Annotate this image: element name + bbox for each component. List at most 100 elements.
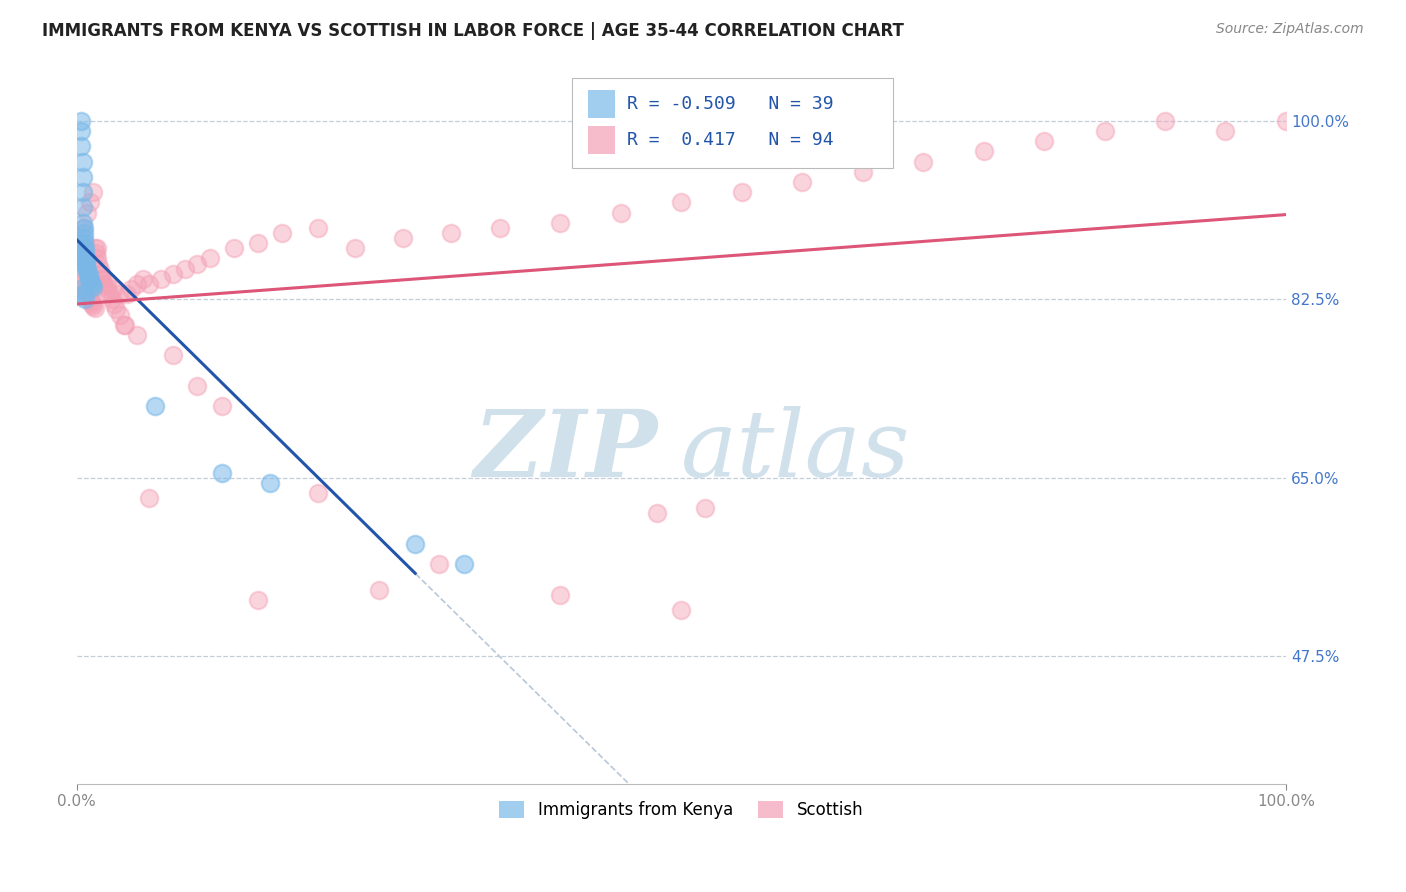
Point [645, 507, 668, 521]
Point [731, 185, 754, 199]
Point [392, 231, 415, 245]
Point [73, 272, 96, 286]
Point [72, 216, 94, 230]
Point [108, 308, 131, 322]
Point [73, 236, 96, 251]
Point [671, 195, 693, 210]
Point [83, 241, 105, 255]
Point [83, 301, 105, 316]
Point [125, 328, 148, 343]
Point [695, 501, 717, 516]
Text: IMMIGRANTS FROM KENYA VS SCOTTISH IN LABOR FORCE | AGE 35-44 CORRELATION CHART: IMMIGRANTS FROM KENYA VS SCOTTISH IN LAB… [42, 22, 904, 40]
Point [453, 558, 475, 572]
Point [120, 282, 142, 296]
Point [73, 256, 96, 270]
Point [72, 220, 94, 235]
FancyBboxPatch shape [572, 78, 893, 169]
Point [77, 267, 100, 281]
Point [77, 272, 100, 286]
Point [73, 267, 96, 281]
Point [162, 267, 184, 281]
Text: R = -0.509   N = 39: R = -0.509 N = 39 [627, 95, 834, 112]
Point [73, 226, 96, 240]
Point [73, 220, 96, 235]
Point [77, 269, 100, 284]
Point [72, 287, 94, 301]
Point [75, 282, 97, 296]
Point [1275, 113, 1298, 128]
Point [112, 318, 135, 332]
Point [1154, 113, 1177, 128]
Point [89, 261, 111, 276]
Point [80, 293, 103, 308]
FancyBboxPatch shape [588, 90, 614, 118]
Point [76, 265, 98, 279]
Point [246, 593, 269, 607]
Point [550, 216, 572, 230]
Point [174, 261, 197, 276]
Point [86, 252, 108, 266]
Point [117, 287, 139, 301]
Point [108, 287, 131, 301]
Point [73, 231, 96, 245]
Point [91, 277, 114, 291]
Point [75, 259, 97, 273]
Point [150, 272, 173, 286]
Point [76, 282, 98, 296]
Point [186, 379, 208, 393]
Point [72, 246, 94, 260]
Point [69, 236, 91, 251]
Point [271, 226, 294, 240]
Point [73, 241, 96, 255]
Point [852, 165, 875, 179]
Point [307, 486, 329, 500]
Point [343, 241, 366, 255]
Legend: Immigrants from Kenya, Scottish: Immigrants from Kenya, Scottish [494, 795, 870, 826]
Point [75, 277, 97, 291]
Point [211, 400, 233, 414]
Point [132, 272, 155, 286]
Point [79, 274, 101, 288]
Point [75, 254, 97, 268]
Point [610, 205, 633, 219]
Point [70, 113, 93, 128]
FancyBboxPatch shape [588, 127, 614, 153]
Point [82, 278, 104, 293]
Point [125, 277, 148, 291]
Point [70, 282, 93, 296]
Text: ZIP: ZIP [472, 406, 657, 496]
Point [82, 280, 104, 294]
Point [162, 348, 184, 362]
Point [72, 201, 94, 215]
Point [72, 252, 94, 266]
Point [70, 241, 93, 255]
Point [70, 139, 93, 153]
Point [73, 236, 96, 251]
Point [912, 154, 935, 169]
Point [105, 302, 128, 317]
Point [671, 603, 693, 617]
Point [259, 475, 281, 490]
Point [82, 297, 104, 311]
Point [211, 466, 233, 480]
Point [82, 185, 104, 199]
Point [77, 289, 100, 303]
Point [100, 293, 122, 307]
Point [76, 261, 98, 276]
Point [86, 241, 108, 255]
Point [93, 279, 115, 293]
Point [973, 145, 995, 159]
Point [73, 289, 96, 303]
Point [72, 169, 94, 184]
Point [96, 282, 118, 296]
Text: R =  0.417   N = 94: R = 0.417 N = 94 [627, 131, 834, 149]
Point [1094, 124, 1116, 138]
Point [550, 588, 572, 602]
Point [80, 295, 103, 310]
Point [404, 537, 426, 551]
Point [70, 124, 93, 138]
Text: Source: ZipAtlas.com: Source: ZipAtlas.com [1216, 22, 1364, 37]
Point [103, 297, 125, 311]
Point [72, 185, 94, 199]
Point [96, 277, 118, 291]
